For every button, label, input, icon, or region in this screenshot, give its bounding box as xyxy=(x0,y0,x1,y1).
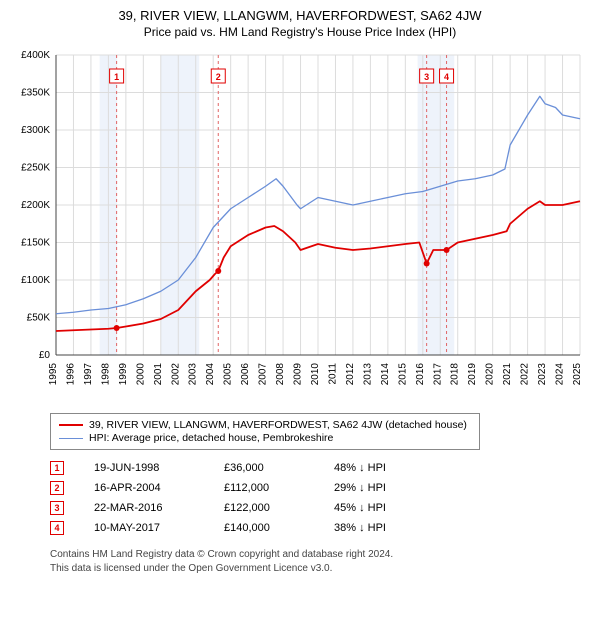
svg-text:2002: 2002 xyxy=(170,363,181,386)
svg-text:2000: 2000 xyxy=(135,363,146,386)
line-chart: £0 £50K £100K £150K £200K £250K £300K £350K £400… xyxy=(10,45,590,405)
legend-swatch xyxy=(59,438,83,439)
svg-text:2: 2 xyxy=(216,72,221,82)
chart-area: £0 £50K £100K £150K £200K £250K £300K £350K £400… xyxy=(10,45,590,405)
transaction-price: £36,000 xyxy=(224,462,304,474)
svg-text:2017: 2017 xyxy=(432,363,443,386)
svg-text:1999: 1999 xyxy=(118,363,129,386)
svg-text:2008: 2008 xyxy=(275,363,286,386)
transaction-price: £140,000 xyxy=(224,522,304,534)
legend-swatch xyxy=(59,424,83,426)
transaction-marker: 2 xyxy=(50,481,64,495)
transaction-row: 1 19-JUN-1998 £36,000 48% ↓ HPI xyxy=(50,458,550,478)
svg-text:£300K: £300K xyxy=(21,125,50,136)
legend-item: 39, RIVER VIEW, LLANGWM, HAVERFORDWEST, … xyxy=(59,419,471,431)
chart-subtitle: Price paid vs. HM Land Registry's House … xyxy=(10,25,590,39)
svg-text:1995: 1995 xyxy=(48,363,59,386)
svg-text:2010: 2010 xyxy=(310,363,321,386)
svg-text:2013: 2013 xyxy=(362,363,373,386)
svg-text:2018: 2018 xyxy=(450,363,461,386)
svg-text:£350K: £350K xyxy=(21,88,50,99)
transactions-table: 1 19-JUN-1998 £36,000 48% ↓ HPI 2 16-APR-2004… xyxy=(50,458,550,538)
svg-text:£400K: £400K xyxy=(21,50,50,61)
footer-attribution: Contains HM Land Registry data © Crown c… xyxy=(50,548,590,575)
svg-text:2009: 2009 xyxy=(293,363,304,386)
svg-text:2003: 2003 xyxy=(188,363,199,386)
svg-text:2025: 2025 xyxy=(572,363,583,386)
svg-text:£150K: £150K xyxy=(21,238,50,249)
transaction-row: 3 22-MAR-2016 £122,000 45% ↓ HPI xyxy=(50,498,550,518)
legend-label: 39, RIVER VIEW, LLANGWM, HAVERFORDWEST, … xyxy=(89,419,467,431)
svg-text:2012: 2012 xyxy=(345,363,356,386)
svg-text:4: 4 xyxy=(444,72,449,82)
svg-text:2020: 2020 xyxy=(485,363,496,386)
svg-text:2004: 2004 xyxy=(205,363,216,386)
transaction-date: 16-APR-2004 xyxy=(94,482,194,494)
transaction-marker: 1 xyxy=(50,461,64,475)
footer-line-2: This data is licensed under the Open Gov… xyxy=(50,562,590,576)
transaction-marker: 4 xyxy=(50,521,64,535)
svg-text:2011: 2011 xyxy=(327,363,338,385)
svg-text:2014: 2014 xyxy=(380,363,391,386)
svg-text:£250K: £250K xyxy=(21,163,50,174)
svg-text:2019: 2019 xyxy=(467,363,478,386)
svg-text:2021: 2021 xyxy=(502,363,513,386)
svg-text:1: 1 xyxy=(114,72,119,82)
transaction-date: 19-JUN-1998 xyxy=(94,462,194,474)
transaction-date: 10-MAY-2017 xyxy=(94,522,194,534)
transaction-marker: 3 xyxy=(50,501,64,515)
svg-text:3: 3 xyxy=(424,72,429,82)
transaction-diff: 38% ↓ HPI xyxy=(334,522,414,534)
chart-title: 39, RIVER VIEW, LLANGWM, HAVERFORDWEST, … xyxy=(10,8,590,23)
svg-text:2001: 2001 xyxy=(153,363,164,386)
svg-text:1998: 1998 xyxy=(100,363,111,386)
legend-label: HPI: Average price, detached house, Pemb… xyxy=(89,432,333,444)
svg-text:2023: 2023 xyxy=(537,363,548,386)
svg-text:2005: 2005 xyxy=(223,363,234,386)
transaction-row: 2 16-APR-2004 £112,000 29% ↓ HPI xyxy=(50,478,550,498)
svg-text:2022: 2022 xyxy=(520,363,531,386)
transaction-price: £112,000 xyxy=(224,482,304,494)
transaction-diff: 48% ↓ HPI xyxy=(334,462,414,474)
svg-text:2016: 2016 xyxy=(415,363,426,386)
legend: 39, RIVER VIEW, LLANGWM, HAVERFORDWEST, … xyxy=(50,413,480,450)
svg-text:1997: 1997 xyxy=(83,363,94,386)
legend-item: HPI: Average price, detached house, Pemb… xyxy=(59,432,471,444)
transaction-diff: 45% ↓ HPI xyxy=(334,502,414,514)
svg-text:£100K: £100K xyxy=(21,275,50,286)
svg-text:2006: 2006 xyxy=(240,363,251,386)
svg-text:2024: 2024 xyxy=(555,363,566,386)
svg-text:1996: 1996 xyxy=(65,363,76,386)
transaction-price: £122,000 xyxy=(224,502,304,514)
footer-line-1: Contains HM Land Registry data © Crown c… xyxy=(50,548,590,562)
svg-text:2015: 2015 xyxy=(397,363,408,386)
svg-text:£50K: £50K xyxy=(27,313,51,324)
transaction-date: 22-MAR-2016 xyxy=(94,502,194,514)
transaction-row: 4 10-MAY-2017 £140,000 38% ↓ HPI xyxy=(50,518,550,538)
svg-text:£0: £0 xyxy=(39,350,51,361)
transaction-diff: 29% ↓ HPI xyxy=(334,482,414,494)
svg-text:2007: 2007 xyxy=(258,363,269,386)
svg-text:£200K: £200K xyxy=(21,200,50,211)
